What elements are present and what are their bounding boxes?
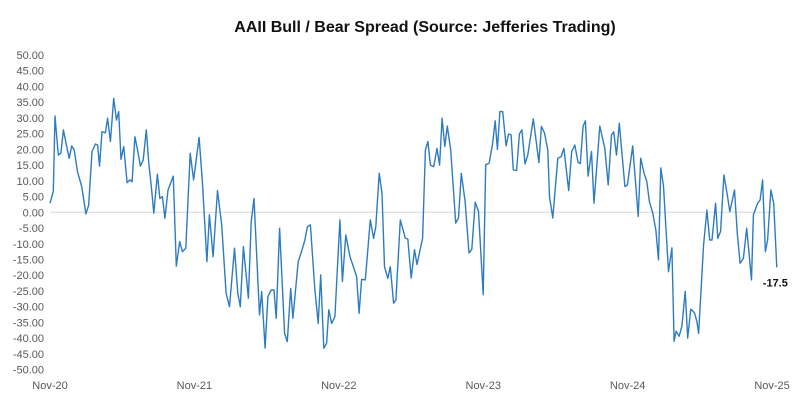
y-tick-label: 0.00: [23, 207, 44, 219]
y-tick-label: -35.00: [13, 317, 44, 329]
y-tick-label: -20.00: [13, 270, 44, 282]
y-tick-label: 50.00: [16, 50, 44, 62]
y-tick-label: -15.00: [13, 254, 44, 266]
y-tick-label: 25.00: [16, 129, 44, 141]
x-tick-label: Nov-21: [177, 380, 212, 392]
y-tick-label: 30.00: [16, 113, 44, 125]
y-tick-label: 20.00: [16, 144, 44, 156]
last-value-label: -17.5: [763, 277, 788, 289]
y-tick-label: -45.00: [13, 349, 44, 361]
y-tick-label: -5.00: [19, 223, 44, 235]
x-tick-label: Nov-25: [754, 380, 789, 392]
series-line-bull-bear-spread: [49, 97, 778, 349]
y-tick-label: 40.00: [16, 81, 44, 93]
x-tick-label: Nov-20: [32, 380, 67, 392]
y-tick-label: 35.00: [16, 97, 44, 109]
x-axis: Nov-20 Nov-21 Nov-22 Nov-23 Nov-24 Nov-25: [32, 380, 790, 392]
y-tick-label: 10.00: [16, 176, 44, 188]
chart-title: AAII Bull / Bear Spread (Source: Jefferi…: [234, 19, 615, 36]
x-tick-label: Nov-24: [610, 380, 645, 392]
y-tick-label: -10.00: [13, 239, 44, 251]
y-tick-label: 45.00: [16, 66, 44, 78]
y-tick-label: 5.00: [23, 192, 44, 204]
y-tick-label: 15.00: [16, 160, 44, 172]
y-tick-label: -25.00: [13, 286, 44, 298]
y-axis: 50.00 45.00 40.00 35.00 30.00 25.00 20.00 15.00…: [13, 50, 44, 377]
y-tick-label: -30.00: [13, 302, 44, 314]
x-tick-label: Nov-23: [466, 380, 501, 392]
y-tick-label: -40.00: [13, 333, 44, 345]
y-tick-label: -50.00: [13, 365, 44, 377]
x-tick-label: Nov-22: [321, 380, 356, 392]
